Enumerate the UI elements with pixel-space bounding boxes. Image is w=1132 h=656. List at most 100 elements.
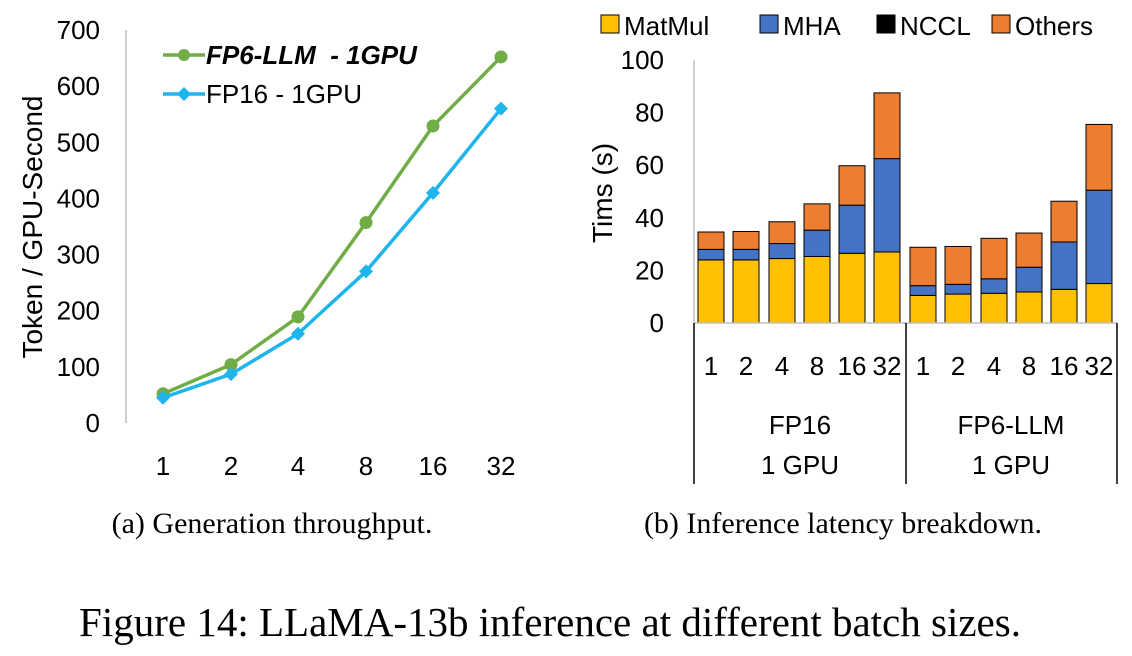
- legend-swatch-matmul: [600, 14, 620, 34]
- legend-marker-fp16: [177, 87, 191, 101]
- bar-segment-mha: [697, 248, 725, 261]
- bar-segment-mha: [768, 243, 796, 260]
- subcaption-b: (b) Inference latency breakdown.: [644, 507, 1042, 540]
- throughput-series: [156, 50, 508, 405]
- data-point-fp16: [494, 101, 508, 116]
- data-point-fp6: [494, 50, 508, 64]
- bar-segment-mha: [1085, 189, 1113, 285]
- latency-y-tick-label: 60: [635, 150, 664, 180]
- legend-swatch-others: [991, 14, 1011, 34]
- data-point-fp16: [426, 185, 440, 200]
- bar-segment-others: [1015, 232, 1043, 268]
- legend-item-mha: MHA: [759, 11, 841, 41]
- bar-segment-matmul: [803, 255, 831, 324]
- data-point-fp16: [359, 264, 373, 279]
- bar-segment-mha: [944, 283, 972, 295]
- throughput-y-ticks: 0 100 200 300 400 500 600 700: [57, 15, 100, 438]
- bar-segment-mha: [1050, 241, 1078, 290]
- bar-segment-others: [838, 165, 866, 206]
- latency-y-tick-label: 0: [650, 308, 664, 338]
- bar-segment-others: [732, 230, 760, 250]
- latency-group-labels: FP16 1 GPU FP6-LLM 1 GPU: [693, 323, 1118, 484]
- throughput-x-tick-label: 8: [359, 451, 373, 481]
- group-label-line1: FP16: [769, 410, 831, 440]
- throughput-x-tick-label: 2: [224, 451, 238, 481]
- latency-x-tick-label: 1: [916, 351, 930, 381]
- latency-y-tick-label: 80: [635, 98, 664, 128]
- bar-segment-mha: [909, 285, 937, 296]
- data-point-fp6: [224, 358, 238, 372]
- latency-x-tick-label: 1: [704, 351, 718, 381]
- latency-y-tick-label: 20: [635, 255, 664, 285]
- latency-x-tick-label: 4: [775, 351, 789, 381]
- legend-label-nccl: NCCL: [900, 11, 971, 41]
- legend-label-fp16: FP16 - 1GPU: [206, 79, 362, 109]
- latency-x-tick-label: 16: [1050, 351, 1079, 381]
- bar-segment-matmul: [873, 251, 901, 324]
- legend-swatch-nccl: [876, 14, 896, 34]
- bar-segment-mha: [838, 204, 866, 254]
- throughput-chart: Token / GPU-Second 0 100 200 300 400 500 600 70…: [17, 15, 515, 481]
- bar-segment-others: [980, 237, 1008, 280]
- series-line-fp16: [162, 107, 503, 400]
- bar-segment-matmul: [944, 293, 972, 324]
- legend-label-fp6: FP6-LLM - 1GPU: [206, 40, 418, 70]
- legend-label-matmul: MatMul: [624, 11, 709, 41]
- group-label-line2: 1 GPU: [761, 450, 839, 480]
- bar-segment-matmul: [980, 292, 1008, 324]
- legend-label-others: Others: [1015, 11, 1093, 41]
- throughput-y-tick-label: 300: [57, 240, 100, 270]
- bar-segment-matmul: [768, 258, 796, 324]
- throughput-x-ticks: 1 2 4 8 16 32: [156, 451, 516, 481]
- bar-segment-matmul: [838, 252, 866, 324]
- bar-segment-mha: [732, 248, 760, 261]
- throughput-legend: FP6-LLM - 1GPU FP16 - 1GPU: [163, 40, 418, 109]
- throughput-y-tick-label: 700: [57, 15, 100, 45]
- bar-segment-others: [873, 92, 901, 160]
- latency-legend: MatMul MHA NCCL Others: [600, 11, 1093, 41]
- bar-segment-matmul: [697, 259, 725, 324]
- throughput-y-tick-label: 500: [57, 127, 100, 157]
- throughput-y-tick-label: 100: [57, 352, 100, 382]
- bar-segment-mha: [980, 278, 1008, 294]
- bar-segment-matmul: [732, 259, 760, 324]
- latency-x-tick-label: 8: [1022, 351, 1036, 381]
- data-point-fp16: [156, 390, 170, 405]
- latency-x-tick-label: 2: [739, 351, 753, 381]
- latency-chart: MatMul MHA NCCL Others Tims (s) 02040608010…: [587, 11, 1118, 484]
- throughput-y-axis-title: Token / GPU-Second: [17, 95, 48, 358]
- latency-x-tick-label: 16: [838, 351, 867, 381]
- throughput-x-tick-label: 4: [291, 451, 305, 481]
- bar-segment-others: [803, 203, 831, 231]
- data-point-fp16: [291, 326, 305, 341]
- data-point-fp16: [224, 367, 238, 382]
- latency-y-axis-title: Tims (s): [587, 143, 618, 243]
- latency-bars: [697, 92, 1113, 324]
- figure-caption: Figure 14: LLaMA-13b inference at differ…: [79, 599, 1021, 645]
- latency-x-tick-label: 32: [1085, 351, 1114, 381]
- subcaption-a: (a) Generation throughput.: [112, 507, 433, 540]
- throughput-x-tick-label: 1: [156, 451, 170, 481]
- bar-segment-others: [768, 221, 796, 245]
- data-point-fp6: [359, 216, 373, 230]
- group-label-line2: 1 GPU: [972, 450, 1050, 480]
- legend-item-matmul: MatMul: [600, 11, 709, 41]
- group-label-line1: FP6-LLM: [958, 410, 1065, 440]
- bar-segment-others: [1085, 123, 1113, 191]
- bar-segment-matmul: [1050, 288, 1078, 324]
- legend-item-fp6: FP6-LLM - 1GPU: [163, 40, 418, 70]
- bar-segment-others: [1050, 200, 1078, 243]
- throughput-y-tick-label: 400: [57, 183, 100, 213]
- bar-segment-mha: [1015, 266, 1043, 293]
- bar-segment-others: [944, 245, 972, 285]
- latency-x-tick-label: 8: [810, 351, 824, 381]
- bar-segment-others: [909, 246, 937, 287]
- legend-marker-fp6: [178, 49, 190, 61]
- bar-segment-mha: [803, 229, 831, 257]
- bar-segment-matmul: [1015, 291, 1043, 324]
- latency-x-tick-label: 32: [873, 351, 902, 381]
- latency-x-tick-label: 4: [987, 351, 1001, 381]
- legend-item-fp16: FP16 - 1GPU: [163, 79, 362, 109]
- legend-item-others: Others: [991, 11, 1093, 41]
